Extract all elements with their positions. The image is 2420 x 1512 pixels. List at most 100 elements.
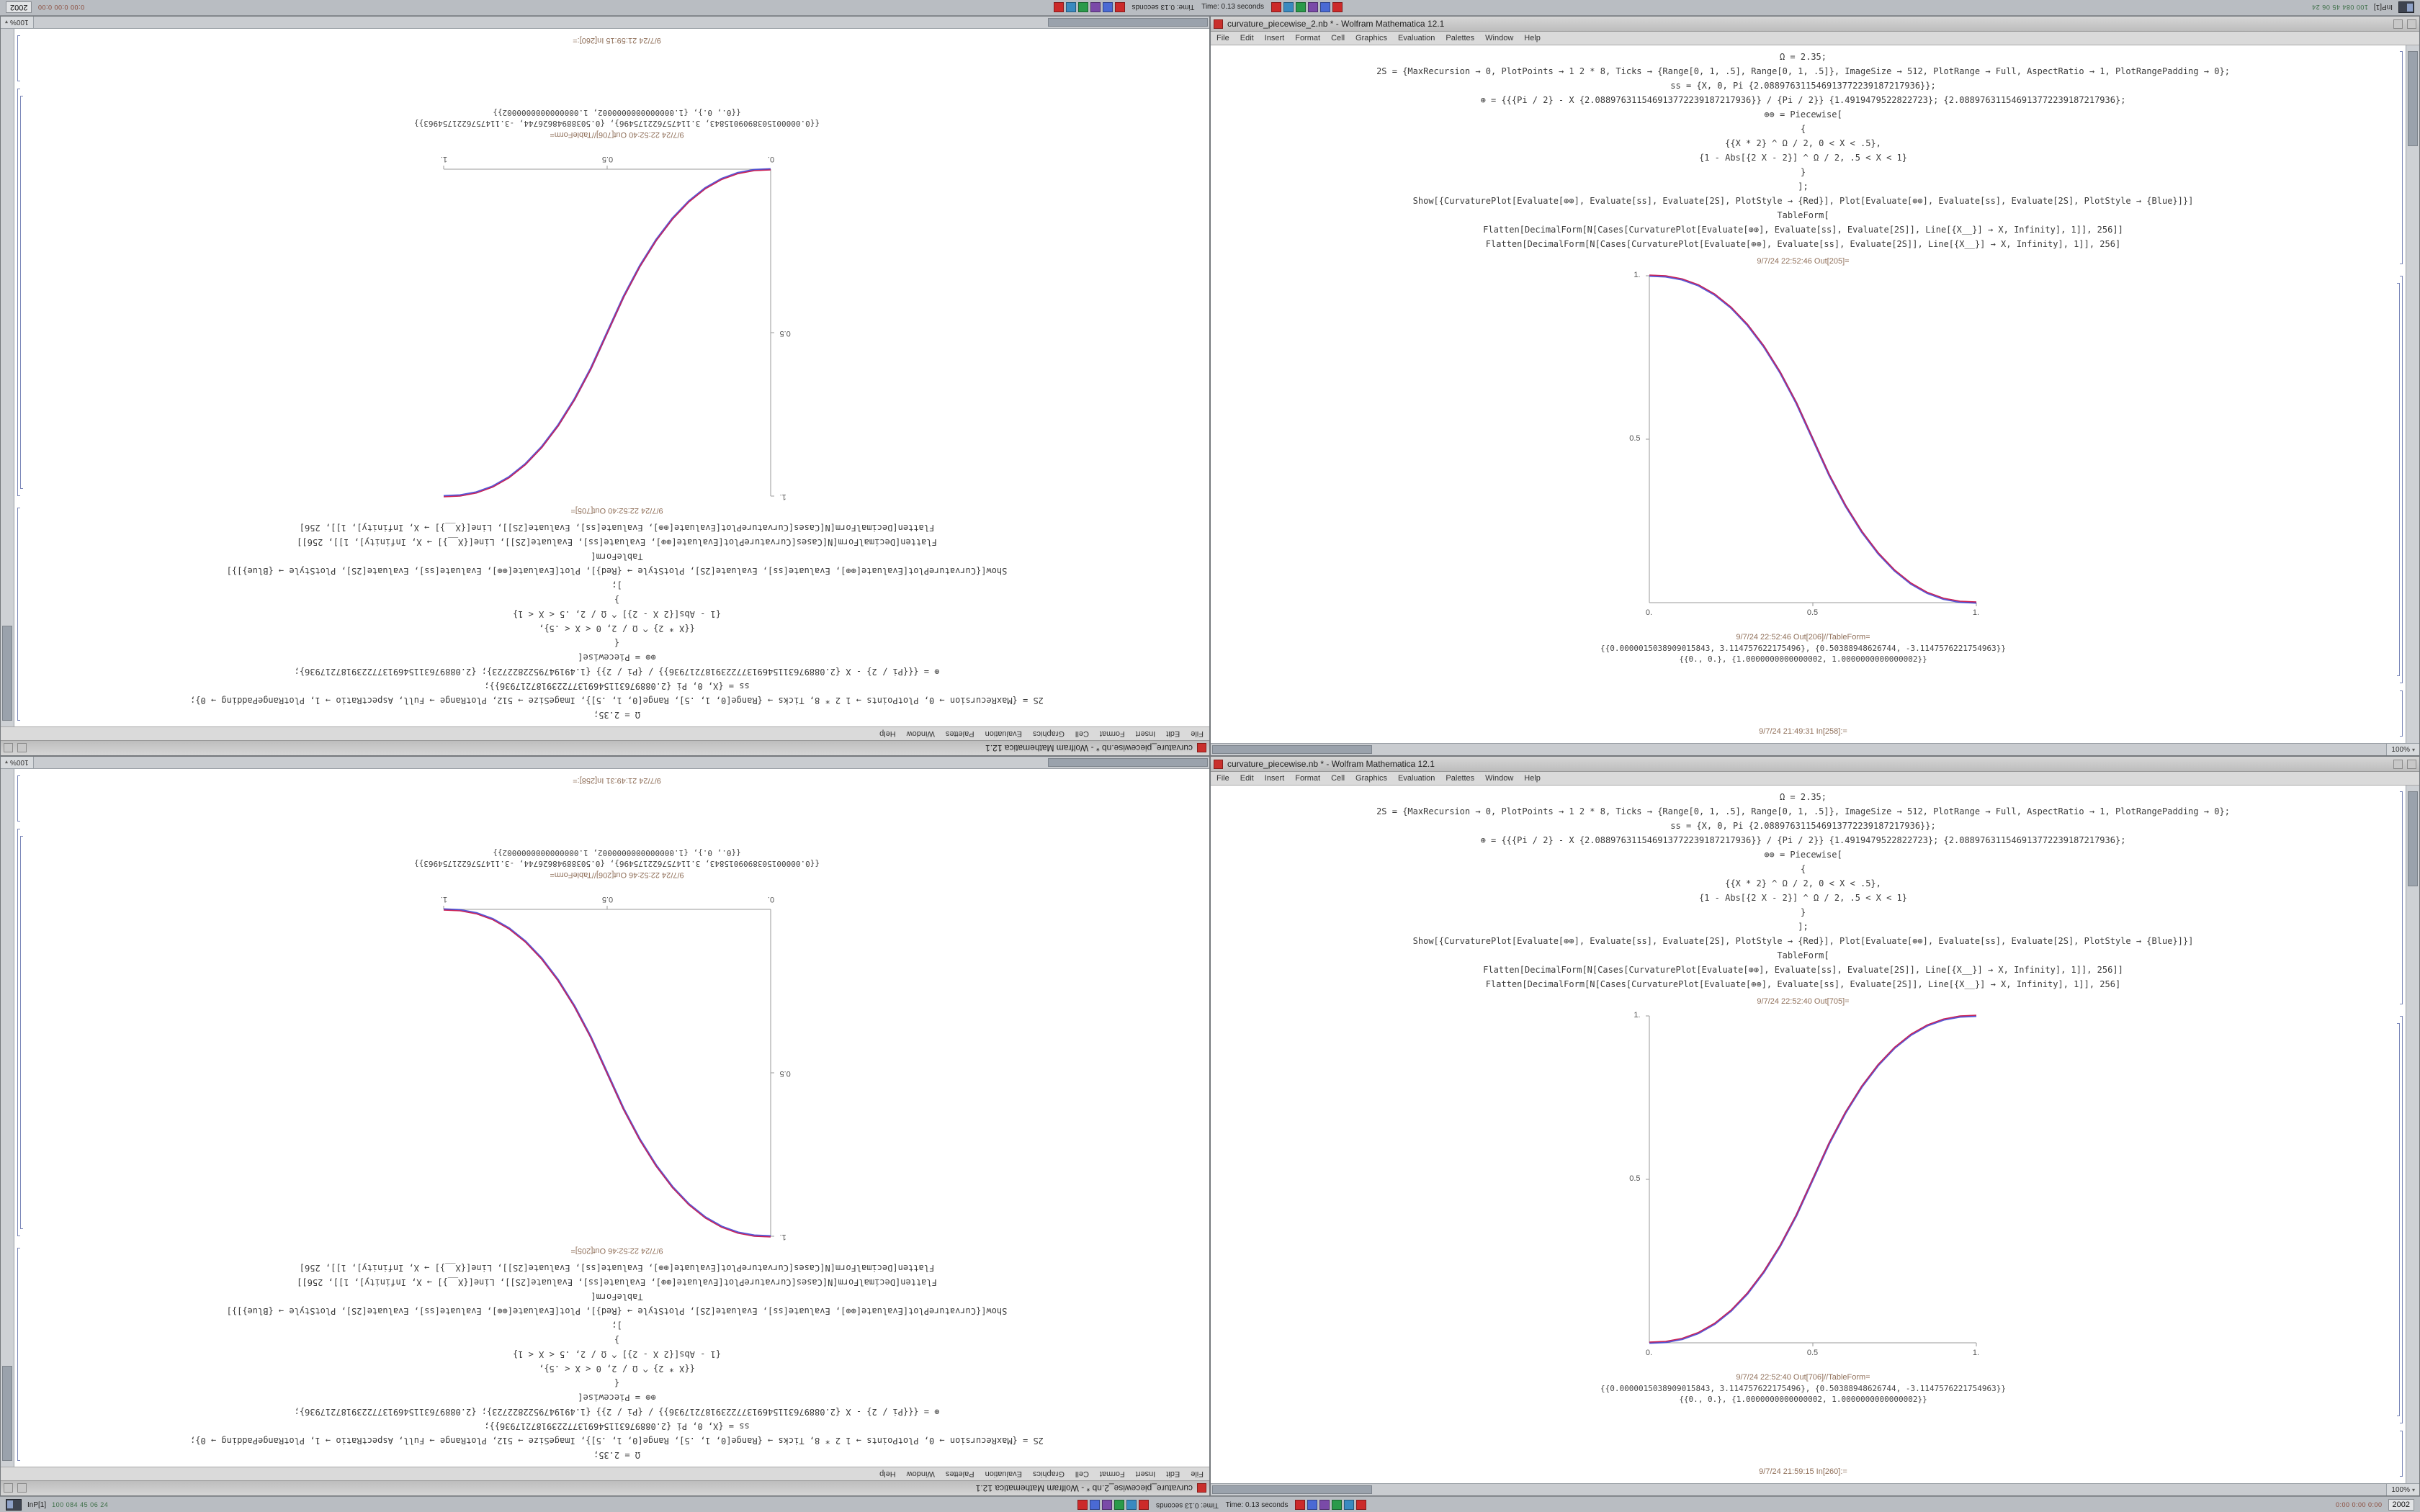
menu-item[interactable]: Cell bbox=[1075, 1470, 1089, 1478]
menu-item[interactable]: Evaluation bbox=[985, 1470, 1022, 1478]
system-tray[interactable] bbox=[1053, 2, 1125, 12]
workspace-pager[interactable] bbox=[6, 1499, 22, 1511]
tray-icon[interactable] bbox=[1113, 1500, 1124, 1510]
window-maximize-button[interactable] bbox=[2407, 759, 2416, 769]
system-tray[interactable] bbox=[1271, 2, 1343, 12]
code-line[interactable]: Ω = 2.35; bbox=[1779, 792, 1827, 802]
cell-brackets[interactable] bbox=[2396, 786, 2406, 1483]
code-line[interactable]: {{X * 2} ^ Ω / 2, 0 < X < .5}, bbox=[1725, 878, 1881, 888]
taskbar-window-label[interactable]: InP[1] bbox=[2373, 3, 2393, 12]
code-line[interactable]: Flatten[DecimalForm[N[Cases[CurvaturePlo… bbox=[297, 1277, 937, 1287]
window-maximize-button[interactable] bbox=[4, 743, 13, 753]
menu-item[interactable]: Window bbox=[1485, 34, 1514, 42]
code-line[interactable]: ]; bbox=[1798, 181, 1809, 192]
code-line[interactable]: Show[{CurvaturePlot[Evaluate[⊕⊕], Evalua… bbox=[226, 1306, 1008, 1316]
window-close-button[interactable] bbox=[1197, 1483, 1206, 1493]
code-line[interactable]: TableForm[ bbox=[591, 1292, 643, 1302]
horizontal-scrollbar[interactable] bbox=[34, 17, 1209, 28]
tray-icon[interactable] bbox=[1295, 1500, 1306, 1510]
menu-item[interactable]: Graphics bbox=[1032, 1470, 1065, 1478]
cell-bracket[interactable] bbox=[2397, 283, 2400, 676]
tray-icon[interactable] bbox=[1101, 1500, 1112, 1510]
cell-bracket[interactable] bbox=[17, 1248, 20, 1461]
code-line[interactable]: Flatten[DecimalForm[N[Cases[CurvaturePlo… bbox=[1485, 239, 2121, 249]
code-line[interactable]: {{X * 2} ^ Ω / 2, 0 < X < .5}, bbox=[539, 1364, 695, 1374]
menu-item[interactable]: Edit bbox=[1166, 1470, 1180, 1478]
menu-item[interactable]: Window bbox=[906, 1470, 935, 1478]
code-line[interactable]: Ω = 2.35; bbox=[1779, 52, 1827, 62]
code-line[interactable]: { bbox=[614, 638, 620, 648]
cell-brackets[interactable] bbox=[2396, 45, 2406, 743]
code-line[interactable]: ⊕⊕ = Piecewise[ bbox=[1764, 109, 1842, 120]
tray-icon[interactable] bbox=[1271, 2, 1282, 12]
code-line[interactable]: 2S = {MaxRecursion → 0, PlotPoints → 1 2… bbox=[190, 1436, 1044, 1446]
vertical-scrollbar-thumb[interactable] bbox=[2408, 791, 2418, 886]
code-line[interactable]: Show[{CurvaturePlot[Evaluate[⊕⊕], Evalua… bbox=[226, 566, 1008, 576]
code-line[interactable]: Flatten[DecimalForm[N[Cases[CurvaturePlo… bbox=[1483, 225, 2123, 235]
menu-item[interactable]: Window bbox=[906, 729, 935, 738]
code-line[interactable]: } bbox=[614, 595, 620, 605]
menu-item[interactable]: Palettes bbox=[1446, 774, 1475, 783]
code-line[interactable]: ss = {X, 0, Pi {2.0889763115469137722391… bbox=[484, 681, 750, 691]
menu-item[interactable]: Evaluation bbox=[1398, 34, 1435, 42]
vertical-scrollbar[interactable] bbox=[1, 769, 14, 1467]
code-line[interactable]: { bbox=[614, 1378, 620, 1388]
zoom-level[interactable]: 100% ▾ bbox=[1, 757, 34, 768]
cell-bracket[interactable] bbox=[2400, 690, 2403, 737]
tray-icon[interactable] bbox=[1089, 1500, 1100, 1510]
input-cell[interactable]: Ω = 2.35; 2S = {MaxRecursion → 0, PlotPoi… bbox=[190, 521, 1044, 722]
zoom-level[interactable]: 100% ▾ bbox=[2386, 744, 2419, 755]
menu-item[interactable]: Insert bbox=[1264, 774, 1285, 783]
window-minimize-button[interactable] bbox=[2393, 19, 2403, 29]
vertical-scrollbar-thumb[interactable] bbox=[2, 1366, 12, 1461]
code-line[interactable]: ss = {X, 0, Pi {2.0889763115469137722391… bbox=[1670, 821, 1936, 831]
tray-icon[interactable] bbox=[1319, 1500, 1330, 1510]
cell-bracket[interactable] bbox=[2400, 1016, 2403, 1423]
window-titlebar[interactable]: curvature_piecewise.nb * - Wolfram Mathe… bbox=[1211, 757, 2419, 772]
cell-bracket[interactable] bbox=[17, 775, 20, 822]
menu-item[interactable]: File bbox=[1191, 1470, 1204, 1478]
menu-item[interactable]: Cell bbox=[1075, 729, 1089, 738]
code-line[interactable]: Flatten[DecimalForm[N[Cases[CurvaturePlo… bbox=[1483, 965, 2123, 975]
tray-icon[interactable] bbox=[1138, 1500, 1149, 1510]
tray-icon[interactable] bbox=[1053, 2, 1064, 12]
menu-item[interactable]: Insert bbox=[1264, 34, 1285, 42]
tray-icon[interactable] bbox=[1332, 2, 1343, 12]
window-close-button[interactable] bbox=[1214, 759, 1223, 769]
code-line[interactable]: TableForm[ bbox=[1777, 950, 1829, 960]
code-line[interactable]: } bbox=[1800, 167, 1806, 177]
menu-item[interactable]: Cell bbox=[1331, 774, 1345, 783]
menu-item[interactable]: Graphics bbox=[1355, 774, 1388, 783]
window-titlebar[interactable]: curvature_piecewise_2.nb * - Wolfram Mat… bbox=[1211, 17, 2419, 32]
menu-item[interactable]: Help bbox=[1524, 774, 1541, 783]
vertical-scrollbar[interactable] bbox=[2406, 786, 2419, 1483]
menu-item[interactable]: Format bbox=[1295, 774, 1321, 783]
code-line[interactable]: Show[{CurvaturePlot[Evaluate[⊕⊕], Evalua… bbox=[1412, 196, 2194, 206]
taskbar-window-label[interactable]: InP[1] bbox=[27, 1500, 47, 1509]
tray-icon[interactable] bbox=[1320, 2, 1331, 12]
window-close-button[interactable] bbox=[1197, 743, 1206, 753]
code-line[interactable]: Ω = 2.35; bbox=[593, 1450, 641, 1460]
cell-bracket[interactable] bbox=[2397, 1023, 2400, 1416]
horizontal-scrollbar-thumb[interactable] bbox=[1212, 745, 1372, 754]
zoom-level[interactable]: 100% ▾ bbox=[1, 17, 34, 28]
tray-icon[interactable] bbox=[1332, 1500, 1343, 1510]
window-close-button[interactable] bbox=[1214, 19, 1223, 29]
window-titlebar[interactable]: curvature_piecewise.nb * - Wolfram Mathe… bbox=[1, 740, 1209, 755]
system-tray[interactable] bbox=[1077, 1500, 1149, 1510]
code-line[interactable]: {1 - Abs[{2 X - 2}] ^ Ω / 2, .5 < X < 1} bbox=[1699, 153, 1907, 163]
code-line[interactable]: {{X * 2} ^ Ω / 2, 0 < X < .5}, bbox=[1725, 138, 1881, 148]
code-line[interactable]: ]; bbox=[611, 1320, 622, 1331]
code-line[interactable]: Flatten[DecimalForm[N[Cases[CurvaturePlo… bbox=[299, 523, 935, 533]
code-line[interactable]: {1 - Abs[{2 X - 2}] ^ Ω / 2, .5 < X < 1} bbox=[513, 609, 721, 619]
menu-item[interactable]: Graphics bbox=[1032, 729, 1065, 738]
window-titlebar[interactable]: curvature_piecewise_2.nb * - Wolfram Mat… bbox=[1, 1480, 1209, 1495]
menu-item[interactable]: File bbox=[1191, 729, 1204, 738]
vertical-scrollbar[interactable] bbox=[1, 29, 14, 726]
menu-item[interactable]: File bbox=[1216, 774, 1229, 783]
menu-item[interactable]: Evaluation bbox=[985, 729, 1022, 738]
menu-item[interactable]: Help bbox=[879, 729, 896, 738]
code-line[interactable]: ⊕⊕ = Piecewise[ bbox=[578, 652, 656, 662]
window-minimize-button[interactable] bbox=[17, 1483, 27, 1493]
menu-item[interactable]: Insert bbox=[1135, 729, 1156, 738]
